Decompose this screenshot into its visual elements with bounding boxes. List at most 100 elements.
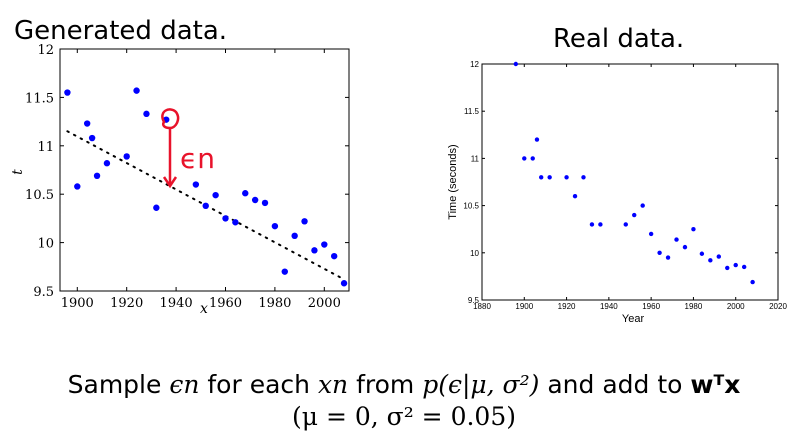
y-tick-label: 11: [471, 154, 480, 163]
caption-x: xn: [317, 370, 349, 399]
data-point: [564, 175, 569, 180]
right-chart-title: Real data.: [553, 24, 685, 54]
data-point: [648, 231, 654, 237]
data-point: [657, 250, 662, 255]
data-point: [301, 218, 308, 225]
x-tick-label: 2020: [769, 302, 787, 311]
data-point: [103, 160, 111, 167]
data-point: [340, 280, 348, 287]
left-points: [64, 87, 348, 287]
data-point: [212, 191, 219, 199]
data-point: [222, 215, 229, 222]
x-tick-label: 1980: [258, 296, 291, 311]
data-point: [143, 110, 150, 118]
x-tick-label: 1900: [515, 302, 533, 311]
data-point: [598, 222, 603, 227]
x-tick-label: 1960: [642, 302, 660, 311]
data-point: [716, 254, 721, 259]
epsilon-arrow-head: [162, 176, 178, 189]
data-point: [74, 183, 81, 190]
left-ticks: 1900 1920 1940 1960 1980 2000 9.5 10 10.5 11 11.5 1…: [25, 43, 349, 311]
data-point: [83, 120, 91, 127]
y-tick-label: 12: [37, 43, 54, 58]
data-point: [623, 222, 628, 227]
data-point: [665, 255, 671, 260]
data-point: [281, 268, 288, 275]
left-xlabel: x: [200, 301, 208, 317]
data-point: [741, 264, 747, 270]
x-tick-label: 1880: [473, 302, 491, 311]
data-point: [88, 134, 96, 142]
data-point: [674, 237, 679, 242]
data-point: [750, 279, 755, 285]
epsilon-annotation: ϵn: [161, 108, 215, 189]
caption-prefix: Sample: [67, 370, 170, 399]
y-tick-label: 12: [470, 60, 479, 69]
caption-wtx: wᵀx: [690, 370, 741, 399]
x-tick-label: 1900: [61, 296, 94, 311]
data-point: [291, 232, 298, 240]
caption-from: from: [348, 370, 423, 399]
right-ticks: 1880 1900 1920 1940 1960 1980 2000 2020 9.5 10 10.…: [463, 60, 787, 311]
y-tick-label: 11.5: [464, 107, 480, 116]
caption-distribution: p(ϵ|μ, σ²): [422, 370, 540, 399]
data-point: [581, 175, 586, 180]
real-data-chart: 1880 1900 1920 1940 1960 1980 2000 2020 9.5 10 10.…: [447, 60, 787, 325]
x-tick-label: 1920: [110, 296, 143, 311]
left-plot-frame: [59, 48, 350, 292]
data-point: [530, 156, 535, 161]
right-xlabel: Year: [622, 313, 645, 325]
y-tick-label: 10: [37, 237, 54, 252]
data-point: [513, 61, 519, 67]
data-point: [632, 212, 637, 218]
data-point: [133, 87, 140, 94]
epsilon-annotation-label: ϵn: [180, 142, 215, 175]
y-tick-label: 10.5: [463, 202, 479, 211]
data-point: [547, 175, 552, 180]
caption-line-2: (μ = 0, σ² = 0.05): [292, 402, 516, 431]
x-tick-label: 1960: [209, 296, 242, 311]
generated-data-chart: 1900 1920 1940 1960 1980 2000 9.5 10 10.5 11 11.5 1…: [10, 43, 350, 317]
data-point: [708, 258, 713, 263]
x-tick-label: 1940: [600, 302, 618, 311]
data-point: [192, 181, 200, 188]
y-tick-label: 10: [470, 249, 479, 258]
left-ylabel: t: [10, 169, 26, 175]
data-point: [153, 204, 160, 211]
data-point: [232, 219, 239, 226]
data-point: [682, 244, 688, 250]
data-point: [534, 137, 540, 142]
data-point: [725, 265, 730, 271]
data-point: [93, 172, 101, 180]
data-point: [202, 202, 209, 210]
right-points: [513, 61, 755, 285]
data-point: [640, 203, 645, 208]
x-tick-label: 2000: [727, 302, 745, 311]
data-point: [691, 227, 696, 232]
data-point: [251, 196, 259, 204]
data-point: [572, 193, 578, 199]
left-chart-title: Generated data.: [14, 16, 228, 46]
y-tick-label: 11: [37, 140, 54, 155]
y-tick-label: 9.5: [468, 296, 480, 305]
data-point: [311, 247, 318, 254]
caption-add: and add to: [539, 370, 691, 399]
data-point: [539, 175, 544, 180]
x-tick-label: 1920: [558, 302, 576, 311]
data-point: [271, 222, 279, 230]
right-ylabel: Time (seconds): [447, 144, 459, 219]
data-point: [733, 262, 738, 268]
x-tick-label: 2000: [308, 296, 341, 311]
right-plot-frame: [481, 63, 779, 301]
data-point: [321, 241, 328, 248]
y-tick-label: 9.5: [33, 285, 54, 300]
data-point: [123, 153, 130, 160]
data-point: [699, 251, 705, 256]
x-tick-label: 1980: [685, 302, 703, 311]
caption-epsilon: ϵn: [169, 370, 200, 399]
data-point: [522, 156, 527, 161]
y-tick-label: 11.5: [25, 91, 54, 106]
data-point: [330, 252, 338, 260]
x-tick-label: 1940: [160, 296, 193, 311]
